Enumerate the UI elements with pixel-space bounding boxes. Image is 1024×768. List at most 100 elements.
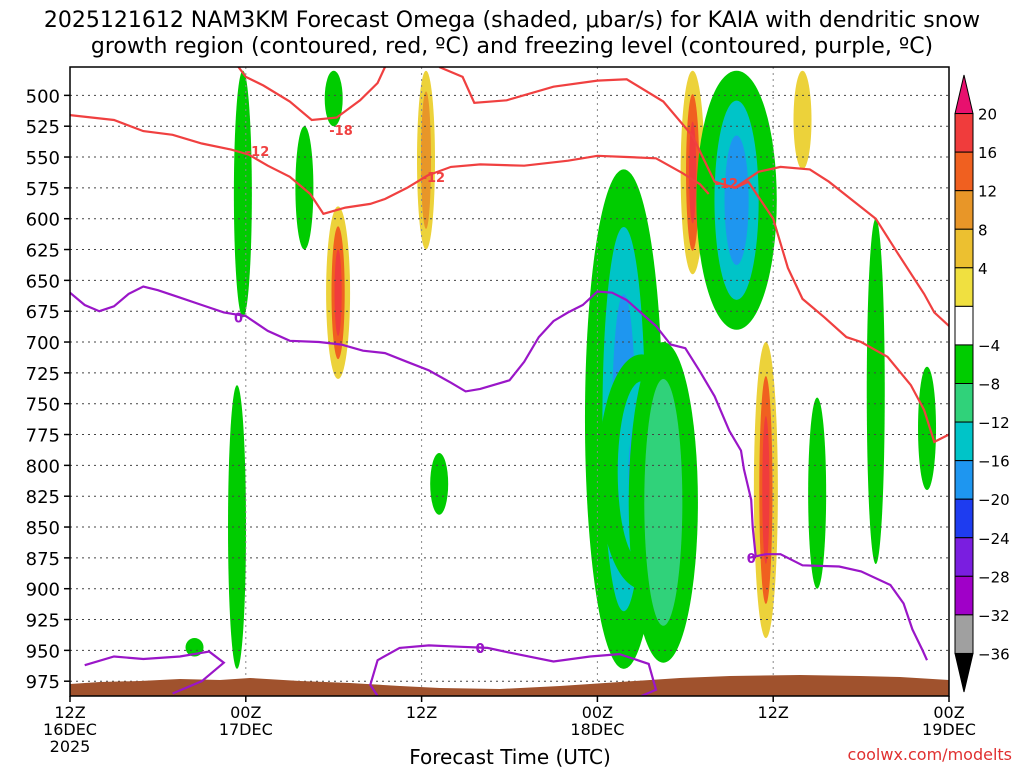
colorbar-top-arrow: [954, 74, 974, 115]
y-tick-label: 650: [26, 271, 60, 292]
y-axis: 500 525 550 575 600 625 650 675 700 725 750 775 800 8…: [26, 86, 70, 693]
colorbar-swatch: [954, 267, 974, 307]
grid-lines: [70, 67, 949, 696]
colorbar-label: −32: [978, 607, 1010, 625]
ground-terrain: [70, 675, 949, 696]
omega-region: [793, 70, 812, 170]
colorbar-swatch: [954, 498, 974, 539]
x-tick-label: 17DEC: [219, 720, 273, 739]
omega-region-core: [644, 379, 683, 626]
colorbar-label: −12: [978, 414, 1010, 432]
colorbar-swatch: [954, 344, 974, 384]
colorbar-swatch: [954, 190, 974, 230]
colorbar-swatch: [954, 614, 974, 654]
colorbar-swatch: [954, 228, 974, 269]
x-tick-label: 00Z: [933, 703, 964, 722]
contour-label: -18: [329, 124, 353, 139]
y-tick-label: 725: [26, 364, 60, 385]
colorbar-swatch: [954, 151, 974, 192]
colorbar-swatch: [954, 421, 974, 462]
y-tick-label: 975: [26, 672, 60, 693]
dgz-contour: [438, 67, 949, 444]
y-tick-label: 750: [26, 395, 60, 416]
chart-title-line2: growth region (contoured, red, ºC) and f…: [91, 34, 933, 59]
colorbar-swatch: [954, 383, 974, 423]
colorbar-label: 4: [978, 260, 988, 278]
freezing-contour: [748, 553, 929, 661]
y-tick-label: 675: [26, 302, 60, 323]
y-tick-label: 900: [26, 580, 60, 601]
contour-lines: [70, 67, 949, 696]
colorbar-label: 12: [978, 183, 997, 201]
y-tick-label: 800: [26, 456, 60, 477]
colorbar-label: −8: [978, 376, 1000, 394]
contour-label: -12: [422, 171, 446, 186]
plot-frame: [69, 66, 950, 697]
x-tick-label: 12Z: [406, 703, 437, 722]
colorbar-label: 16: [978, 144, 997, 162]
omega-region: [918, 366, 937, 491]
terrain-fill: [70, 675, 949, 696]
contour-label: -12: [246, 145, 270, 160]
x-tick-label: 12Z: [758, 703, 789, 722]
plot-area: [70, 67, 949, 696]
omega-region: [185, 638, 204, 657]
y-tick-label: 550: [26, 148, 60, 169]
colorbar-swatch: [954, 113, 974, 153]
colorbar: 20 16 12 8 4 −4 −8 −12 −16 −20 −24 −28 −32 −36: [954, 74, 1010, 693]
omega-region: [430, 453, 449, 515]
x-tick-label: 00Z: [230, 703, 261, 722]
x-tick-label: 16DEC: [43, 720, 97, 739]
y-tick-label: 525: [26, 117, 60, 138]
y-tick-label: 825: [26, 487, 60, 508]
colorbar-swatch: [954, 575, 974, 616]
contour-label: 0: [476, 642, 485, 657]
colorbar-label: −16: [978, 453, 1010, 471]
dgz-contour: [237, 67, 386, 122]
x-tick-label: 19DEC: [922, 720, 976, 739]
y-tick-label: 700: [26, 333, 60, 354]
colorbar-swatch: [954, 305, 974, 346]
y-tick-label: 925: [26, 611, 60, 632]
omega-region-peak: [334, 249, 342, 336]
contour-label: 0: [234, 311, 243, 326]
colorbar-label: −20: [978, 491, 1010, 509]
y-tick-label: 600: [26, 210, 60, 231]
contour-label: -12: [715, 177, 739, 192]
y-tick-label: 875: [26, 549, 60, 570]
omega-region: [866, 218, 885, 565]
x-tick-label: 2025: [50, 737, 91, 756]
x-tick-label: 00Z: [582, 703, 613, 722]
omega-region: [808, 397, 827, 589]
omega-region-peak: [689, 121, 697, 224]
dgz-contour: [735, 165, 949, 327]
x-tick-label: 12Z: [54, 703, 85, 722]
y-tick-label: 575: [26, 179, 60, 200]
omega-region-peak: [724, 135, 749, 265]
x-axis-label: Forecast Time (UTC): [409, 745, 611, 768]
contour-label: 0: [476, 642, 485, 657]
colorbar-swatch: [954, 460, 974, 500]
colorbar-label: 8: [978, 221, 988, 239]
colorbar-bottom-arrow: [954, 652, 974, 693]
omega-region: [233, 70, 252, 318]
contour-label: 0: [747, 552, 756, 567]
credit-text: coolwx.com/modelts: [848, 745, 1012, 764]
colorbar-label: 20: [978, 106, 997, 124]
x-tick-label: 18DEC: [570, 720, 624, 739]
chart-title-line1: 2025121612 NAM3KM Forecast Omega (shaded…: [44, 8, 980, 33]
colorbar-swatch: [954, 537, 974, 577]
y-tick-label: 775: [26, 426, 60, 447]
y-tick-label: 950: [26, 641, 60, 662]
freezing-contour: [84, 650, 226, 695]
omega-region-peak: [762, 416, 770, 565]
y-tick-label: 625: [26, 241, 60, 262]
y-tick-label: 850: [26, 518, 60, 539]
omega-region: [324, 70, 343, 127]
y-tick-label: 500: [26, 86, 60, 107]
freezing-contour: [369, 644, 658, 696]
colorbar-label: −4: [978, 337, 1000, 355]
